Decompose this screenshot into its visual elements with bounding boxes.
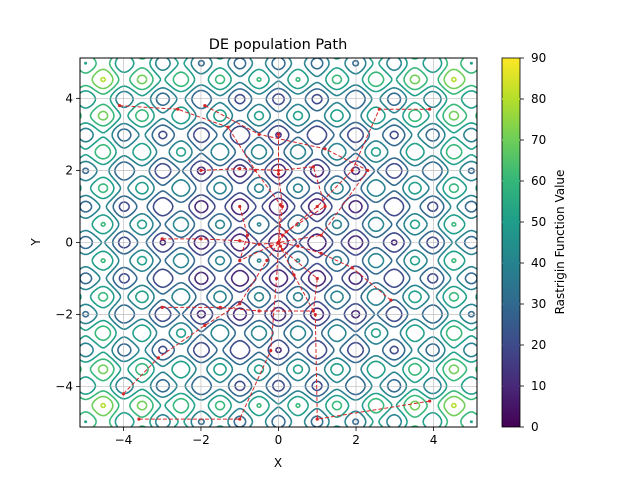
population-path xyxy=(123,242,279,395)
path-point xyxy=(377,107,381,111)
path-point xyxy=(160,237,164,241)
path-point xyxy=(269,349,273,353)
contour-layer xyxy=(80,58,477,427)
path-point xyxy=(160,305,164,309)
x-tick-label: −2 xyxy=(192,433,210,447)
path-point xyxy=(366,168,370,173)
path-point xyxy=(199,237,203,241)
path-point xyxy=(269,244,273,248)
path-point xyxy=(284,230,288,234)
path-point xyxy=(350,266,354,270)
chart-title: DE population Path xyxy=(209,37,348,53)
path-point xyxy=(350,168,354,173)
path-point xyxy=(296,244,300,248)
x-tick-label: 2 xyxy=(352,433,360,447)
path-point xyxy=(199,168,203,173)
y-tick-label: 2 xyxy=(65,163,73,177)
path-point xyxy=(137,417,141,421)
colorbar-tick-label: 70 xyxy=(531,133,546,147)
path-point xyxy=(292,273,296,277)
path-point xyxy=(313,312,317,317)
colorbar-tick-label: 0 xyxy=(531,420,539,434)
path-point xyxy=(276,172,281,176)
path-point xyxy=(323,147,327,151)
path-point xyxy=(311,309,315,313)
path-point xyxy=(121,392,126,396)
path-point xyxy=(238,302,242,306)
population-path xyxy=(204,105,369,243)
path-point xyxy=(245,233,250,237)
path-point xyxy=(117,103,122,108)
path-point xyxy=(276,240,281,245)
contour-level-70 xyxy=(91,68,466,417)
contour-level-50 xyxy=(80,58,477,427)
path-point xyxy=(274,276,279,281)
y-axis-ticks: −4 −2 0 2 4 xyxy=(55,91,80,394)
population-path xyxy=(278,108,430,243)
path-point xyxy=(238,239,242,243)
path-point xyxy=(176,107,180,111)
colorbar xyxy=(501,57,521,428)
path-point xyxy=(203,103,207,108)
colorbar-tick-label: 20 xyxy=(531,338,546,352)
contour-level-60 xyxy=(80,58,477,427)
contour-level-30 xyxy=(80,58,477,427)
path-point xyxy=(315,276,319,281)
population-path xyxy=(278,134,283,243)
path-point xyxy=(257,309,261,313)
x-axis-ticks: −4 −2 0 2 4 xyxy=(115,427,438,447)
path-point xyxy=(280,204,284,209)
colorbar-ticks: 0 10 20 30 40 50 60 70 80 90 xyxy=(502,51,546,434)
path-point xyxy=(315,204,319,209)
path-layer xyxy=(117,103,432,421)
y-axis-label: Y xyxy=(29,238,43,247)
contour-level-40 xyxy=(80,58,477,427)
path-point xyxy=(315,417,319,421)
path-point xyxy=(428,107,432,111)
x-tick-label: 4 xyxy=(430,433,438,447)
colorbar-tick-label: 30 xyxy=(531,297,546,311)
contour-level-20 xyxy=(117,93,440,392)
y-tick-label: 0 xyxy=(65,236,73,250)
y-tick-label: 4 xyxy=(65,91,73,105)
colorbar-tick-label: 40 xyxy=(531,256,546,270)
colorbar-tick-label: 60 xyxy=(531,174,546,188)
path-point xyxy=(203,323,207,327)
path-point xyxy=(319,251,323,255)
contour-level-80 xyxy=(100,76,457,409)
x-tick-label: 0 xyxy=(275,433,283,447)
population-path xyxy=(119,105,281,243)
population-path xyxy=(162,238,279,245)
path-point xyxy=(389,298,393,302)
path-point xyxy=(276,132,281,136)
colorbar-tick-label: 10 xyxy=(531,379,546,393)
path-point xyxy=(238,417,242,421)
path-point xyxy=(238,258,242,263)
path-point xyxy=(280,248,284,252)
path-point xyxy=(238,204,242,209)
y-tick-label: −2 xyxy=(55,308,73,322)
path-point xyxy=(265,258,269,263)
path-point xyxy=(257,132,261,136)
path-point xyxy=(156,356,160,360)
x-axis-label: X xyxy=(274,456,282,470)
path-point xyxy=(257,242,261,246)
y-tick-label: −4 xyxy=(55,380,73,394)
path-point xyxy=(238,167,242,171)
path-point xyxy=(311,165,315,169)
path-point xyxy=(226,125,230,129)
path-point xyxy=(218,305,222,309)
contour-level-10 xyxy=(159,131,398,354)
colorbar-tick-label: 50 xyxy=(531,215,546,229)
path-point xyxy=(323,204,327,209)
path-point xyxy=(319,233,323,237)
colorbar-tick-label: 90 xyxy=(531,51,546,65)
colorbar-label: Rastrigin Function Value xyxy=(553,170,567,315)
path-point xyxy=(428,399,432,403)
x-tick-label: −4 xyxy=(115,433,133,447)
colorbar-tick-label: 80 xyxy=(531,92,546,106)
